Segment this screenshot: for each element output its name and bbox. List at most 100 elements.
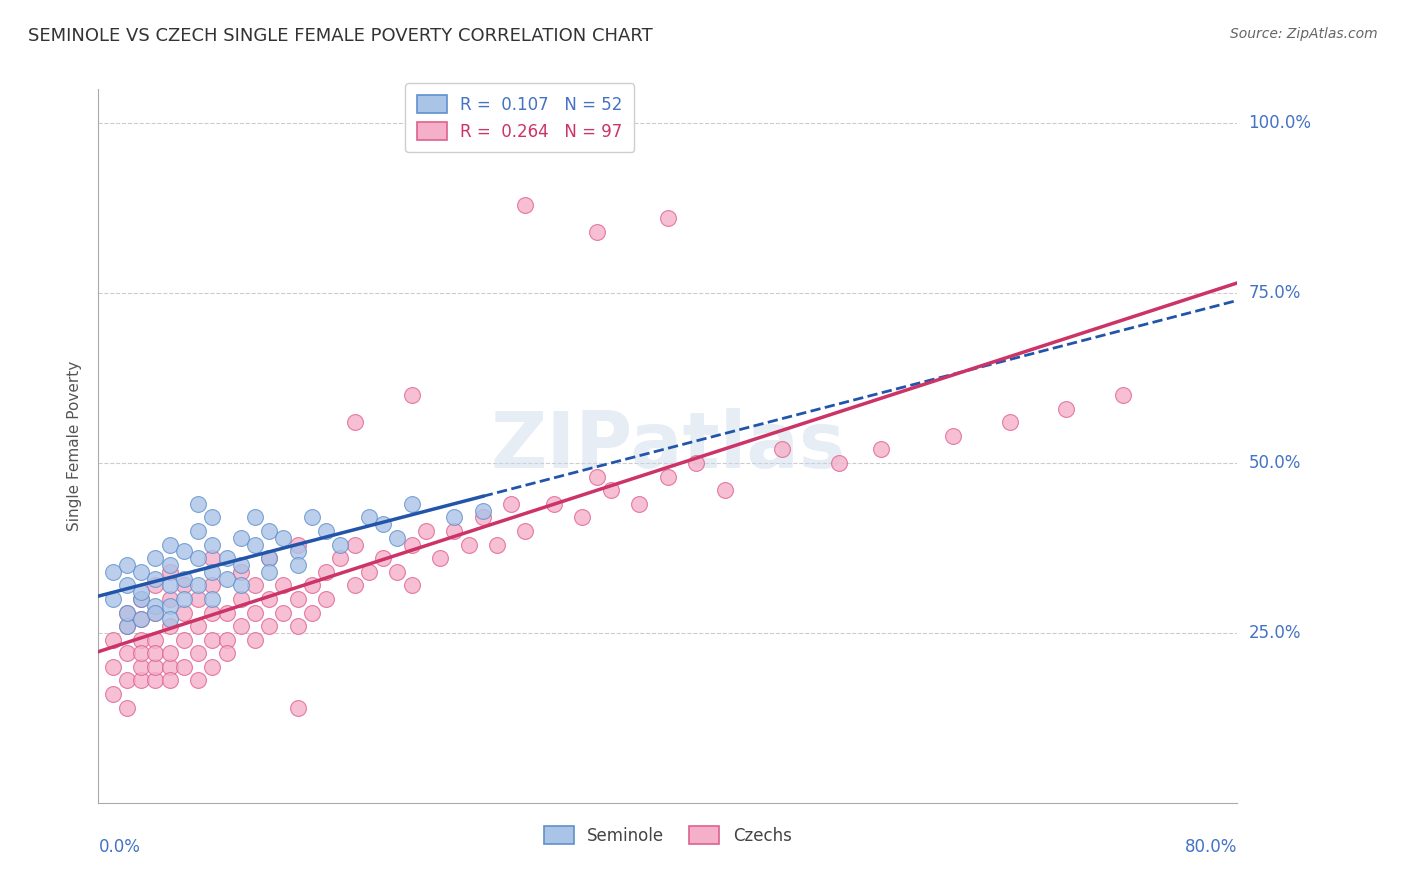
Point bbox=[229, 619, 252, 633]
Point bbox=[401, 497, 423, 511]
Point bbox=[770, 442, 793, 457]
Point bbox=[215, 572, 238, 586]
Point bbox=[585, 469, 607, 483]
Point bbox=[243, 632, 266, 647]
Text: 50.0%: 50.0% bbox=[1249, 454, 1301, 472]
Point bbox=[457, 537, 479, 551]
Point bbox=[129, 632, 152, 647]
Point bbox=[315, 524, 337, 538]
Point bbox=[115, 606, 138, 620]
Point bbox=[373, 551, 395, 566]
Point bbox=[201, 565, 224, 579]
Point bbox=[129, 646, 152, 660]
Point bbox=[387, 565, 409, 579]
Point bbox=[329, 537, 352, 551]
Point bbox=[401, 578, 423, 592]
Point bbox=[273, 578, 295, 592]
Point bbox=[628, 497, 651, 511]
Point bbox=[187, 591, 209, 606]
Point bbox=[129, 612, 152, 626]
Point bbox=[714, 483, 737, 498]
Point bbox=[173, 578, 195, 592]
Point bbox=[415, 524, 437, 538]
Point bbox=[115, 646, 138, 660]
Text: 25.0%: 25.0% bbox=[1249, 624, 1301, 642]
Point bbox=[129, 673, 152, 688]
Point bbox=[259, 524, 281, 538]
Point bbox=[101, 565, 124, 579]
Point bbox=[145, 606, 167, 620]
Point bbox=[443, 524, 465, 538]
Point bbox=[173, 572, 195, 586]
Point bbox=[173, 544, 195, 558]
Text: SEMINOLE VS CZECH SINGLE FEMALE POVERTY CORRELATION CHART: SEMINOLE VS CZECH SINGLE FEMALE POVERTY … bbox=[28, 27, 652, 45]
Point bbox=[870, 442, 893, 457]
Point bbox=[159, 599, 181, 613]
Point bbox=[159, 660, 181, 674]
Point bbox=[201, 660, 224, 674]
Point bbox=[215, 606, 238, 620]
Point bbox=[145, 551, 167, 566]
Point bbox=[187, 578, 209, 592]
Point bbox=[159, 612, 181, 626]
Point bbox=[287, 591, 309, 606]
Point bbox=[115, 606, 138, 620]
Point bbox=[145, 646, 167, 660]
Point bbox=[115, 619, 138, 633]
Text: 80.0%: 80.0% bbox=[1185, 838, 1237, 855]
Point bbox=[129, 585, 152, 599]
Point bbox=[229, 558, 252, 572]
Point bbox=[187, 524, 209, 538]
Point bbox=[187, 619, 209, 633]
Point bbox=[215, 646, 238, 660]
Point bbox=[159, 565, 181, 579]
Point bbox=[201, 537, 224, 551]
Point bbox=[259, 619, 281, 633]
Point bbox=[201, 591, 224, 606]
Point bbox=[201, 632, 224, 647]
Point bbox=[115, 558, 138, 572]
Point bbox=[129, 591, 152, 606]
Point bbox=[515, 524, 537, 538]
Point bbox=[343, 415, 366, 429]
Point bbox=[215, 551, 238, 566]
Point bbox=[387, 531, 409, 545]
Point bbox=[101, 632, 124, 647]
Point bbox=[159, 646, 181, 660]
Point bbox=[287, 558, 309, 572]
Point bbox=[229, 578, 252, 592]
Point bbox=[657, 211, 679, 226]
Point bbox=[145, 632, 167, 647]
Point bbox=[159, 619, 181, 633]
Point bbox=[115, 578, 138, 592]
Point bbox=[486, 537, 509, 551]
Point bbox=[187, 673, 209, 688]
Text: ZIPatlas: ZIPatlas bbox=[491, 408, 845, 484]
Text: 75.0%: 75.0% bbox=[1249, 284, 1301, 302]
Point bbox=[315, 591, 337, 606]
Point bbox=[301, 606, 323, 620]
Point bbox=[145, 606, 167, 620]
Point bbox=[600, 483, 623, 498]
Point bbox=[145, 599, 167, 613]
Point bbox=[187, 646, 209, 660]
Point bbox=[1056, 401, 1078, 416]
Point bbox=[401, 537, 423, 551]
Point bbox=[401, 388, 423, 402]
Point bbox=[159, 673, 181, 688]
Point bbox=[229, 565, 252, 579]
Point bbox=[159, 558, 181, 572]
Point bbox=[315, 565, 337, 579]
Point bbox=[329, 551, 352, 566]
Point bbox=[129, 660, 152, 674]
Point bbox=[173, 606, 195, 620]
Point bbox=[343, 578, 366, 592]
Point bbox=[159, 591, 181, 606]
Point bbox=[287, 544, 309, 558]
Point bbox=[187, 497, 209, 511]
Point bbox=[173, 632, 195, 647]
Point bbox=[501, 497, 523, 511]
Point bbox=[1112, 388, 1135, 402]
Point bbox=[115, 619, 138, 633]
Point bbox=[201, 578, 224, 592]
